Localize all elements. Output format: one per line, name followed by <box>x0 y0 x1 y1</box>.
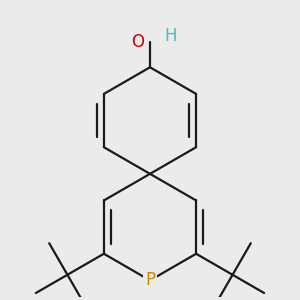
Text: P: P <box>145 272 155 290</box>
Text: O: O <box>131 33 144 51</box>
Text: H: H <box>164 27 176 45</box>
